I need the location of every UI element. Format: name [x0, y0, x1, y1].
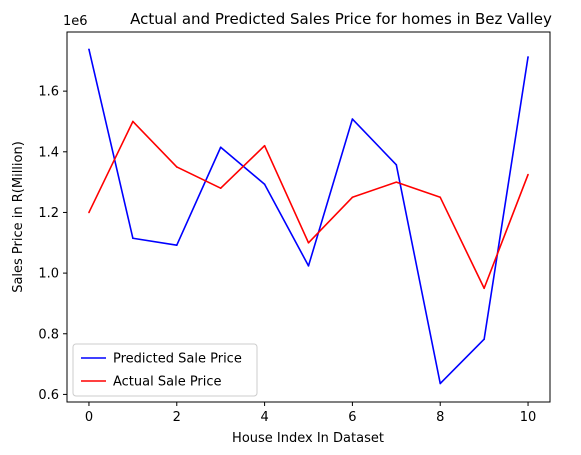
data-point — [527, 173, 529, 176]
y-tick-label: 1.2 — [38, 206, 59, 221]
legend-label: Actual Sale Price — [113, 375, 222, 390]
x-axis-label: House Index In Dataset — [232, 431, 384, 446]
data-point — [483, 287, 485, 290]
data-point — [175, 166, 178, 168]
x-tick-label: 10 — [520, 410, 537, 425]
data-point — [132, 237, 134, 240]
series-line-predicted — [88, 49, 529, 385]
x-tick-label: 4 — [260, 410, 268, 425]
data-point — [307, 265, 310, 267]
chart-legend: Predicted Sale Price Actual Sale Price — [72, 343, 258, 397]
data-point — [219, 187, 222, 189]
data-point — [263, 183, 266, 186]
data-point — [88, 48, 90, 51]
y-tick-label: 1.6 — [38, 85, 59, 100]
data-point — [527, 56, 529, 58]
plot-area — [88, 48, 529, 385]
data-point — [351, 196, 354, 199]
chart-title: Actual and Predicted Sales Price for hom… — [130, 10, 552, 28]
data-point — [395, 181, 398, 183]
legend-label: Predicted Sale Price — [113, 352, 242, 367]
data-point — [439, 382, 442, 385]
data-point — [439, 196, 442, 199]
data-point — [351, 118, 354, 120]
plot-frame — [66, 31, 551, 403]
x-tick-label: 8 — [436, 410, 444, 425]
x-tick-label: 6 — [348, 410, 356, 425]
y-axis-label: Sales Price in R(Million) — [11, 141, 26, 293]
legend-box — [72, 343, 258, 397]
y-offset-text: 1e6 — [63, 14, 88, 29]
data-point — [263, 144, 266, 147]
data-point — [175, 244, 178, 246]
y-tick-label: 0.8 — [38, 327, 59, 342]
data-point — [132, 120, 134, 123]
data-point — [88, 211, 90, 214]
data-point — [483, 338, 485, 341]
y-tick-label: 1.0 — [38, 267, 59, 282]
x-tick-label: 2 — [173, 410, 181, 425]
data-point — [219, 146, 222, 149]
data-point — [395, 164, 398, 166]
data-point — [307, 241, 310, 244]
x-tick-label: 0 — [85, 410, 93, 425]
y-tick-label: 1.4 — [38, 145, 59, 160]
y-tick-label: 0.6 — [38, 388, 59, 403]
